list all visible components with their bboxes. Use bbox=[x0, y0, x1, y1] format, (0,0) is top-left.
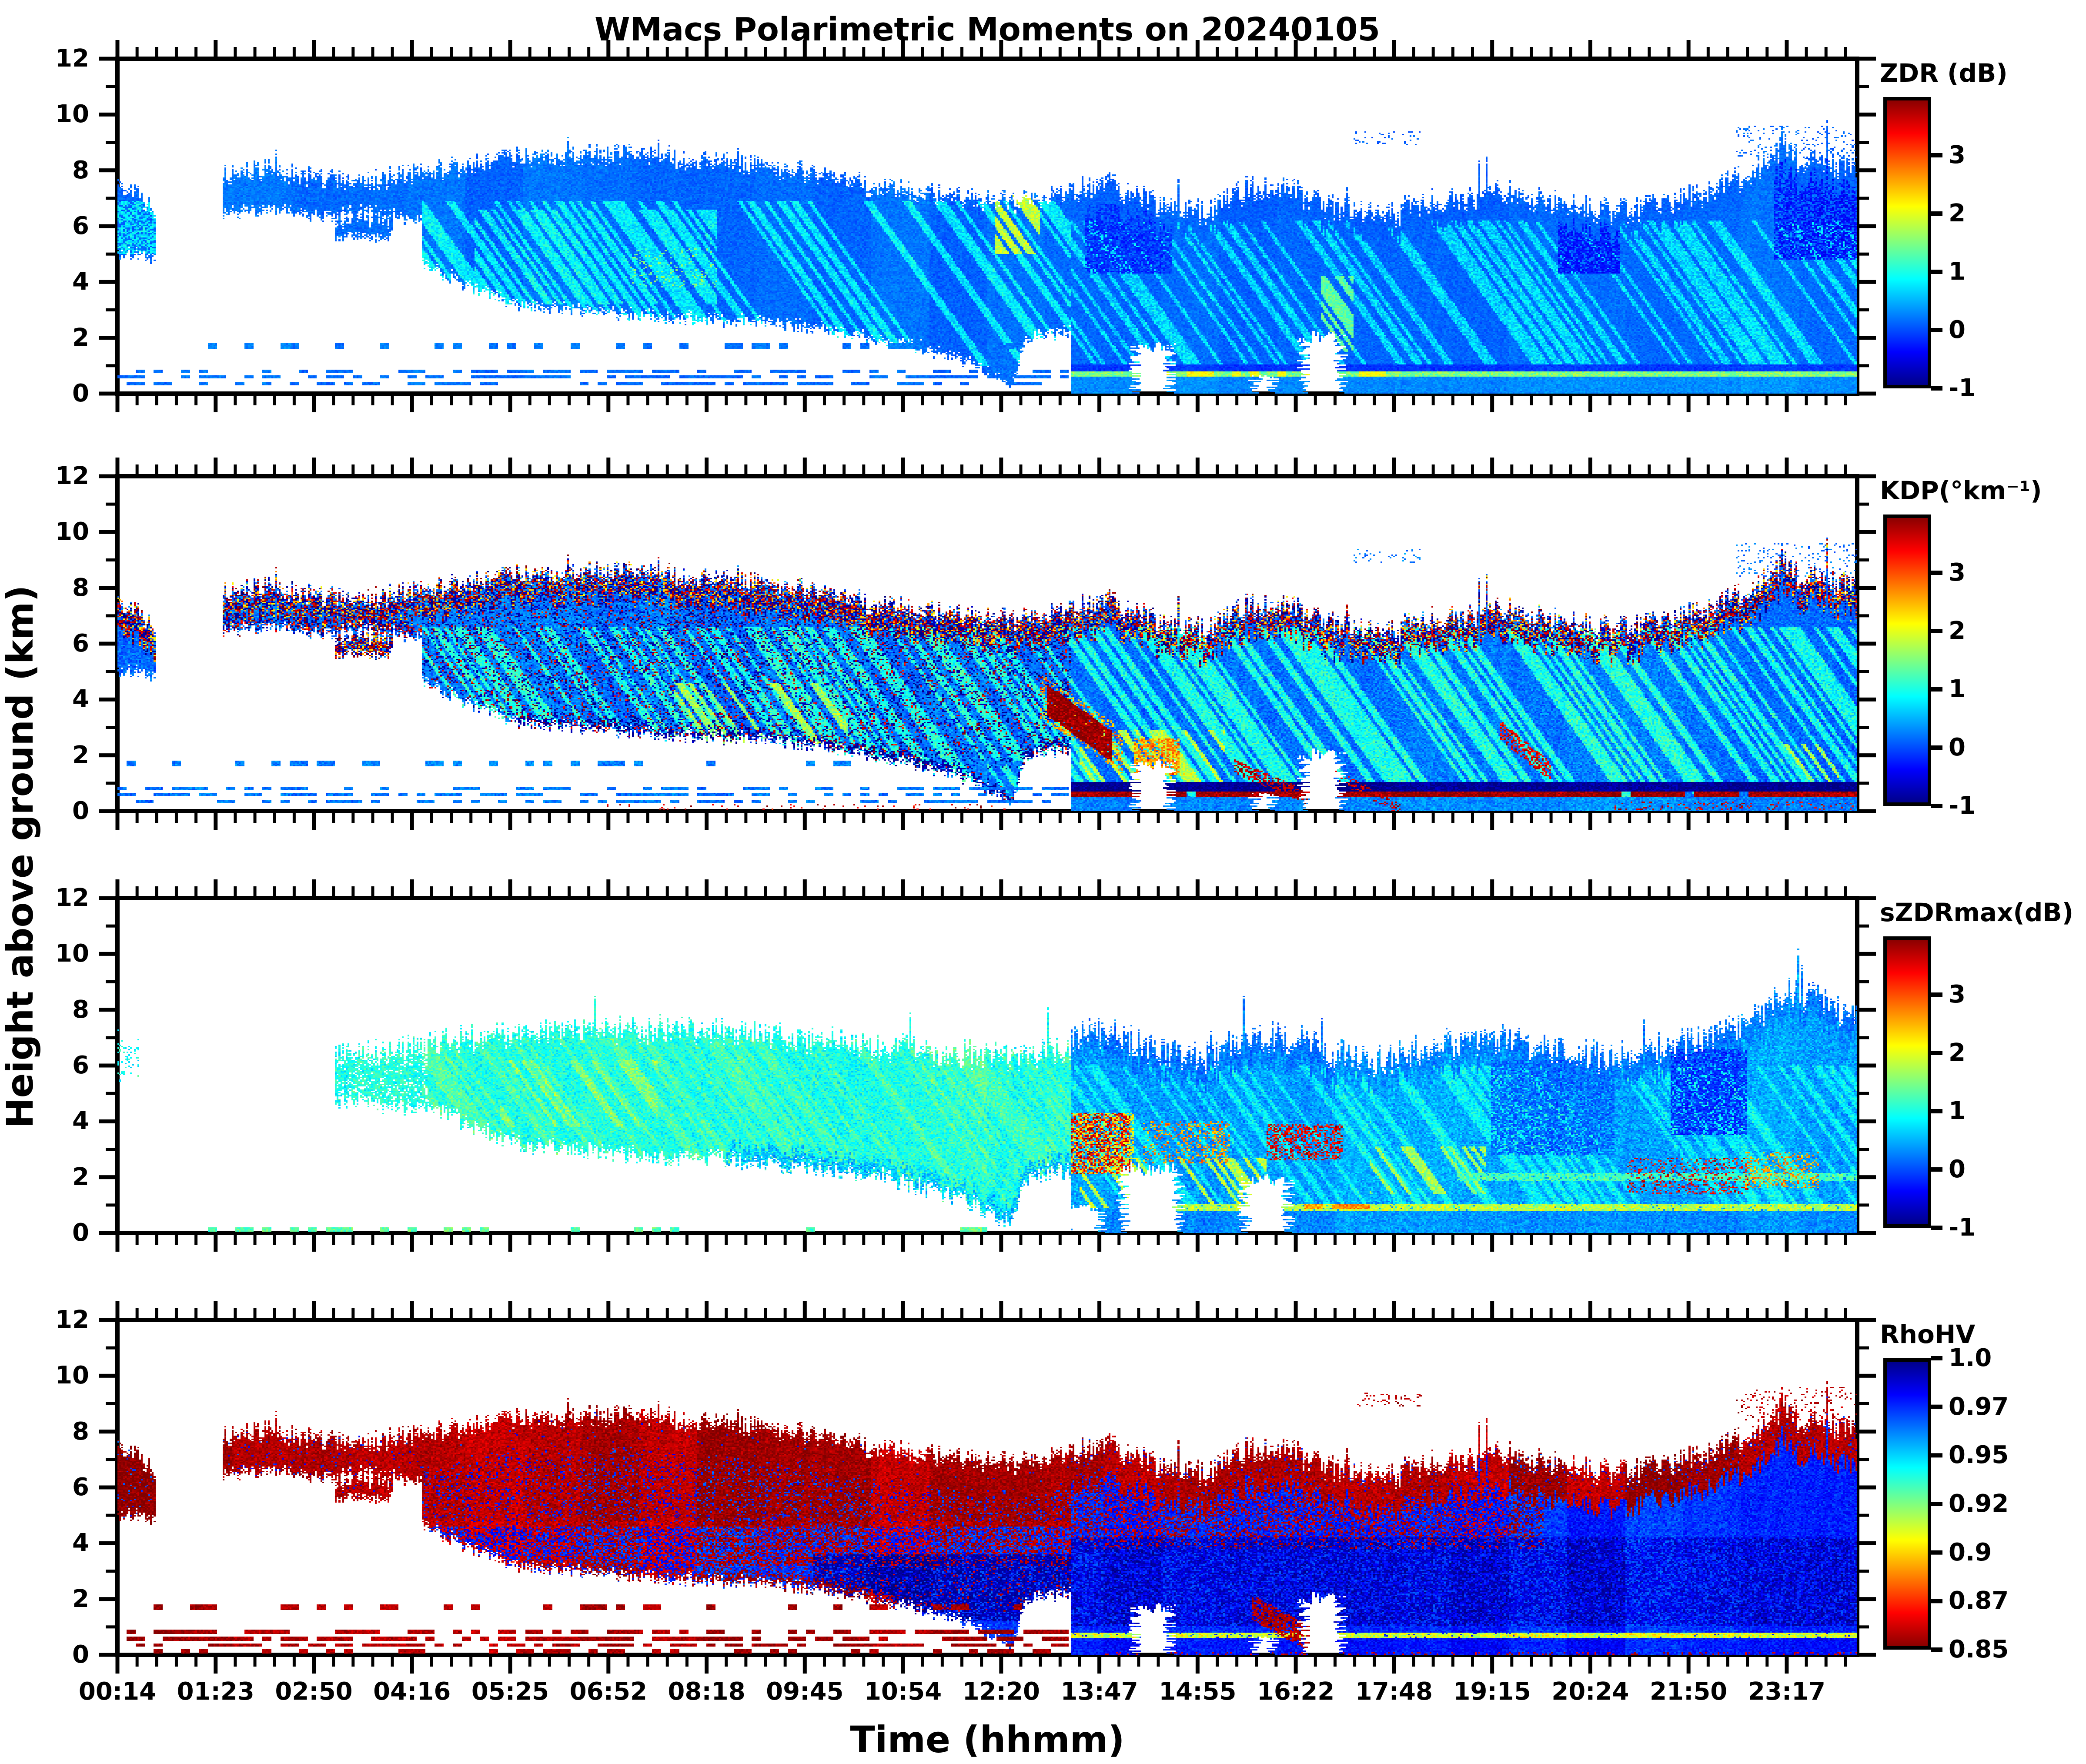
colorbar-tick-label: 1 bbox=[1949, 257, 1966, 286]
y-tick-label: 8 bbox=[72, 1417, 89, 1446]
colorbar-tick-label: 2 bbox=[1949, 199, 1966, 227]
x-tick-label: 01:23 bbox=[177, 1677, 254, 1706]
colorbar-tick-label: -1 bbox=[1949, 792, 1976, 820]
x-axis-label: Time (hhmm) bbox=[850, 1718, 1125, 1761]
y-tick-label: 10 bbox=[55, 100, 89, 129]
x-tick-label: 13:47 bbox=[1060, 1677, 1138, 1706]
colorbar-tick-label: 1.0 bbox=[1949, 1344, 1992, 1372]
colorbar-tick-label: -1 bbox=[1949, 374, 1976, 402]
x-tick-label: 10:54 bbox=[864, 1677, 942, 1706]
x-tick-label: 23:17 bbox=[1748, 1677, 1826, 1706]
x-tick-label: 12:20 bbox=[962, 1677, 1040, 1706]
y-tick-label: 12 bbox=[55, 1306, 89, 1334]
y-tick-label: 2 bbox=[72, 1584, 89, 1613]
y-tick-label: 12 bbox=[55, 44, 89, 73]
y-tick-label: 8 bbox=[72, 573, 89, 602]
colorbar-tick-label: 0 bbox=[1949, 316, 1966, 344]
colorbar-tick-label: 0 bbox=[1949, 1155, 1966, 1183]
zdr-colorbar-title: ZDR (dB) bbox=[1880, 58, 2008, 88]
y-tick-label: 10 bbox=[55, 518, 89, 546]
y-tick-label: 2 bbox=[72, 323, 89, 352]
colorbar-tick-label: 0.87 bbox=[1949, 1587, 2009, 1615]
kdp-colorbar bbox=[1883, 514, 1931, 806]
colorbar-tick-label: 1 bbox=[1949, 1097, 1966, 1125]
y-tick-label: 2 bbox=[72, 1163, 89, 1191]
y-tick-label: 4 bbox=[72, 267, 89, 296]
y-tick-label: 4 bbox=[72, 685, 89, 714]
rhohv-heatmap-canvas bbox=[117, 1320, 1857, 1655]
y-tick-label: 6 bbox=[72, 212, 89, 240]
colorbar-tick-label: 0.85 bbox=[1949, 1635, 2009, 1664]
y-tick-label: 12 bbox=[55, 462, 89, 490]
zdr-colorbar bbox=[1883, 97, 1931, 388]
colorbar-tick-label: 2 bbox=[1949, 617, 1966, 645]
rhohv-colorbar bbox=[1883, 1358, 1931, 1650]
colorbar-tick-label: 0.95 bbox=[1949, 1441, 2009, 1470]
y-tick-label: 0 bbox=[72, 1219, 89, 1247]
colorbar-tick-label: 3 bbox=[1949, 141, 1966, 169]
colorbar-tick-label: 0 bbox=[1949, 733, 1966, 762]
x-tick-label: 19:15 bbox=[1453, 1677, 1531, 1706]
x-tick-label: 16:22 bbox=[1257, 1677, 1335, 1706]
y-tick-label: 2 bbox=[72, 741, 89, 769]
colorbar-tick-label: 2 bbox=[1949, 1039, 1966, 1067]
y-tick-label: 10 bbox=[55, 939, 89, 968]
szdrmax-colorbar-title: sZDRmax(dB) bbox=[1880, 898, 2074, 927]
x-tick-label: 05:25 bbox=[471, 1677, 549, 1706]
x-tick-label: 02:50 bbox=[275, 1677, 353, 1706]
y-tick-label: 12 bbox=[55, 884, 89, 912]
colorbar-tick-label: 3 bbox=[1949, 980, 1966, 1009]
y-tick-label: 4 bbox=[72, 1529, 89, 1557]
x-tick-label: 17:48 bbox=[1355, 1677, 1433, 1706]
y-tick-label: 10 bbox=[55, 1361, 89, 1390]
y-tick-label: 8 bbox=[72, 995, 89, 1024]
y-tick-label: 0 bbox=[72, 797, 89, 825]
szdrmax-colorbar bbox=[1883, 936, 1931, 1228]
szdrmax-heatmap-canvas bbox=[117, 898, 1857, 1233]
chart-title: WMacs Polarimetric Moments on 20240105 bbox=[594, 11, 1381, 48]
y-tick-label: 6 bbox=[72, 1051, 89, 1079]
rhohv-colorbar-title: RhoHV bbox=[1880, 1320, 1976, 1349]
colorbar-tick-label: -1 bbox=[1949, 1213, 1976, 1242]
y-tick-label: 6 bbox=[72, 1473, 89, 1501]
kdp-heatmap-canvas bbox=[117, 476, 1857, 811]
x-tick-label: 09:45 bbox=[766, 1677, 844, 1706]
y-tick-label: 6 bbox=[72, 629, 89, 658]
x-tick-label: 06:52 bbox=[569, 1677, 647, 1706]
x-tick-label: 00:14 bbox=[78, 1677, 157, 1706]
colorbar-tick-label: 0.92 bbox=[1949, 1490, 2009, 1518]
colorbar-tick-label: 1 bbox=[1949, 675, 1966, 703]
colorbar-tick-label: 0.97 bbox=[1949, 1392, 2009, 1421]
y-tick-label: 4 bbox=[72, 1107, 89, 1136]
zdr-heatmap-canvas bbox=[117, 59, 1857, 394]
x-tick-label: 14:55 bbox=[1159, 1677, 1237, 1706]
y-tick-label: 8 bbox=[72, 156, 89, 184]
x-tick-label: 04:16 bbox=[373, 1677, 451, 1706]
x-tick-label: 20:24 bbox=[1551, 1677, 1629, 1706]
kdp-colorbar-title: KDP(°km⁻¹) bbox=[1880, 476, 2042, 505]
colorbar-tick-label: 3 bbox=[1949, 558, 1966, 587]
y-tick-label: 0 bbox=[72, 1640, 89, 1669]
x-tick-label: 21:50 bbox=[1650, 1677, 1728, 1706]
x-tick-label: 08:18 bbox=[668, 1677, 745, 1706]
colorbar-tick-label: 0.9 bbox=[1949, 1538, 1992, 1567]
y-tick-label: 0 bbox=[72, 379, 89, 408]
